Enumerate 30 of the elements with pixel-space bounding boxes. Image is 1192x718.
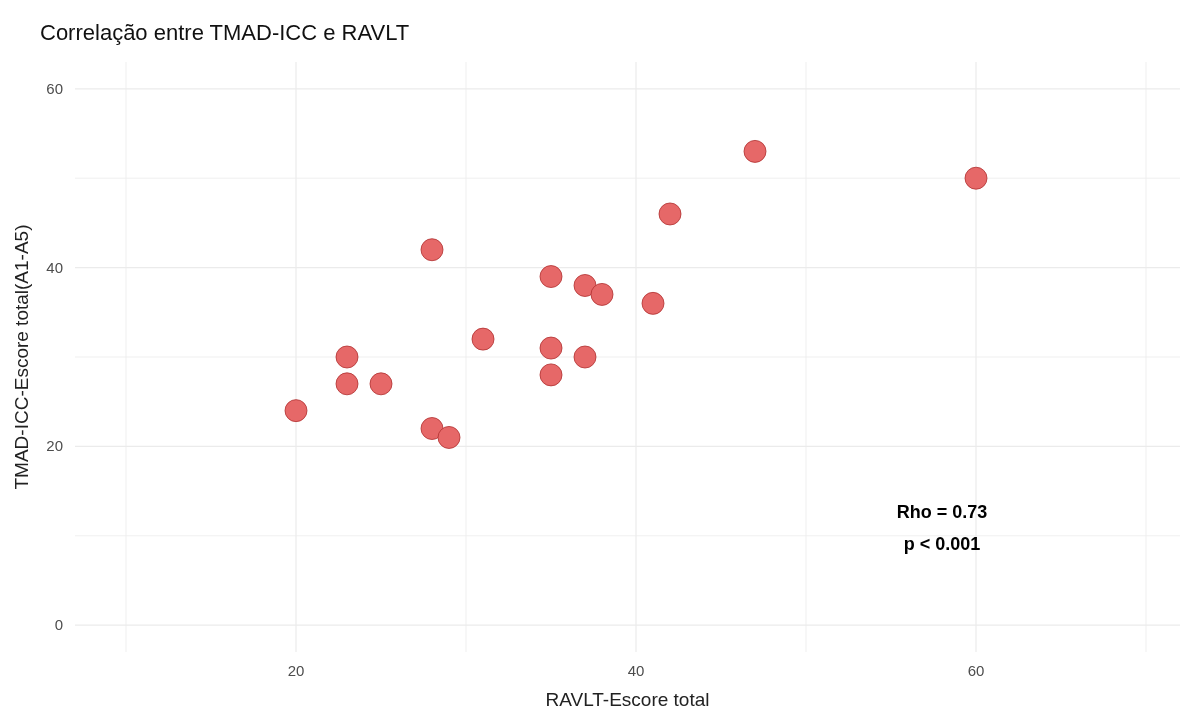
- point: [590, 283, 614, 306]
- point: [284, 399, 308, 423]
- y-tick-label: 40: [46, 258, 63, 276]
- y-axis-title: TMAD-ICC-Escore total(A1-A5): [11, 224, 32, 490]
- annotation: Rho = 0.73: [896, 501, 988, 522]
- y-tick-label: 0: [54, 616, 63, 634]
- y-tick-label: 20: [46, 437, 63, 455]
- point: [964, 166, 988, 190]
- point: [743, 140, 767, 163]
- y-tick-label: 60: [46, 79, 63, 97]
- point: [539, 336, 563, 360]
- point: [420, 238, 444, 262]
- x-tick-label: 60: [967, 662, 985, 679]
- point: [335, 372, 359, 396]
- point: [420, 417, 444, 440]
- annotation: p < 0.001: [903, 533, 981, 554]
- x-tick-label: 20: [287, 662, 305, 679]
- point: [658, 202, 682, 226]
- point: [369, 372, 393, 396]
- point: [335, 345, 359, 369]
- point: [539, 265, 563, 288]
- x-axis-title: RAVLT-Escore total: [545, 689, 710, 710]
- point: [471, 327, 495, 351]
- point: [573, 345, 597, 369]
- point: [641, 291, 665, 315]
- point: [539, 363, 563, 387]
- x-tick-label: 40: [627, 662, 645, 679]
- chart-title: Correlação entre TMAD-ICC e RAVLT: [40, 20, 410, 45]
- point: [437, 426, 461, 449]
- point: [573, 274, 597, 297]
